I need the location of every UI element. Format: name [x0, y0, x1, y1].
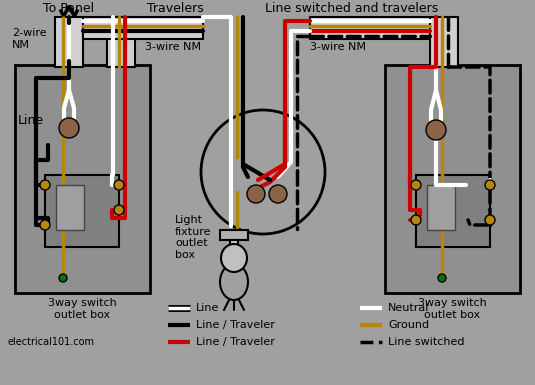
Text: Ground: Ground — [388, 320, 429, 330]
Bar — [230, 240, 238, 252]
Text: 3way switch
outlet box: 3way switch outlet box — [48, 298, 117, 320]
Text: 3-wire NM: 3-wire NM — [145, 42, 201, 52]
Bar — [385, 65, 520, 293]
Circle shape — [485, 180, 495, 190]
Circle shape — [411, 180, 421, 190]
Circle shape — [40, 220, 50, 230]
Bar — [427, 185, 455, 230]
Circle shape — [201, 110, 325, 234]
Text: Line: Line — [196, 303, 219, 313]
Circle shape — [485, 215, 495, 225]
Circle shape — [438, 274, 446, 282]
Bar — [430, 17, 458, 67]
Text: 3way switch
outlet box: 3way switch outlet box — [418, 298, 486, 320]
Ellipse shape — [221, 244, 247, 272]
Text: To Panel: To Panel — [43, 2, 95, 15]
Text: Line switched: Line switched — [388, 337, 464, 347]
Text: Line / Traveler: Line / Traveler — [196, 320, 275, 330]
Text: electrical101.com: electrical101.com — [8, 337, 95, 347]
Text: Neutral: Neutral — [388, 303, 430, 313]
Text: Travelers: Travelers — [147, 2, 203, 15]
Circle shape — [40, 180, 50, 190]
Ellipse shape — [220, 264, 248, 300]
Text: 2-wire
NM: 2-wire NM — [12, 28, 47, 50]
Circle shape — [114, 180, 124, 190]
Bar — [220, 230, 248, 240]
Circle shape — [247, 185, 265, 203]
Bar — [15, 65, 150, 293]
Bar — [56, 185, 84, 230]
Circle shape — [411, 215, 421, 225]
Bar — [107, 17, 135, 67]
Bar — [45, 175, 119, 247]
Text: Line / Traveler: Line / Traveler — [196, 337, 275, 347]
Text: Line: Line — [18, 114, 44, 127]
Bar — [83, 17, 203, 39]
Bar — [416, 175, 490, 247]
Bar — [310, 17, 430, 39]
Text: 3-wire NM: 3-wire NM — [310, 42, 366, 52]
Circle shape — [59, 118, 79, 138]
Bar — [55, 17, 83, 67]
Circle shape — [59, 274, 67, 282]
Circle shape — [269, 185, 287, 203]
Text: Line switched and travelers: Line switched and travelers — [265, 2, 439, 15]
Circle shape — [114, 205, 124, 215]
Text: Light
fixture
outlet
box: Light fixture outlet box — [175, 215, 211, 260]
Circle shape — [426, 120, 446, 140]
